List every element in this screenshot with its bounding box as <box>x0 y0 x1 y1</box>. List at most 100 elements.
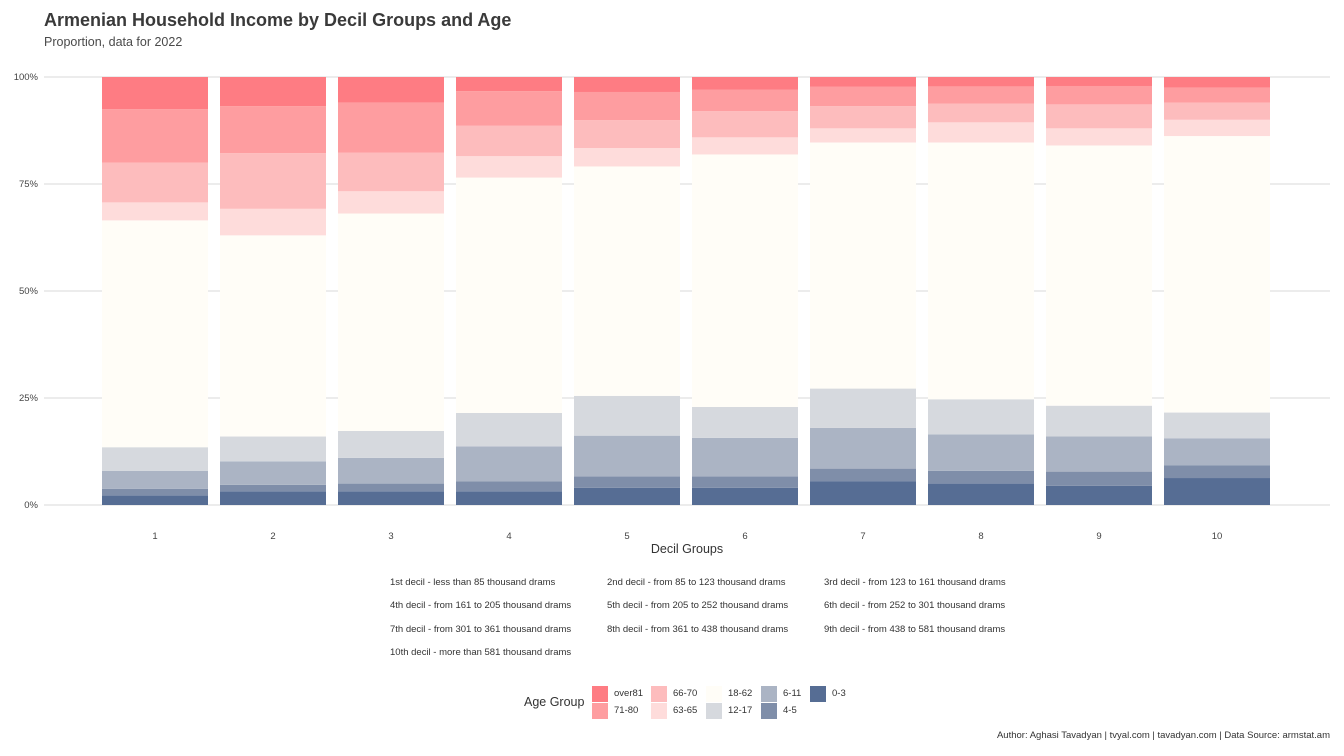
bar-segment-66-70-decil-6 <box>692 111 798 138</box>
legend-swatch <box>592 686 608 702</box>
legend-label: over81 <box>614 688 644 699</box>
bar-segment-over81-decil-5 <box>574 77 680 92</box>
bar-segment-63-65-decil-4 <box>456 156 562 178</box>
bar-segment-12-17-decil-3 <box>338 430 444 458</box>
bar-segment-66-70-decil-7 <box>810 106 916 129</box>
bar-segment-6-11-decil-9 <box>1046 436 1152 472</box>
bar-segment-63-65-decil-1 <box>102 202 208 221</box>
bar-segment-66-70-decil-5 <box>574 120 680 149</box>
bar-segment-18-62-decil-3 <box>338 213 444 431</box>
bar-segment-18-62-decil-4 <box>456 177 562 413</box>
bar-segment-0-3-decil-9 <box>1046 485 1152 505</box>
bar-segment-over81-decil-9 <box>1046 77 1152 86</box>
bar-segment-over81-decil-10 <box>1164 77 1270 88</box>
x-tick-label: 1 <box>152 531 157 542</box>
bar-segment-12-17-decil-4 <box>456 412 562 447</box>
decil-note-6: 6th decil - from 252 to 301 thousand dra… <box>824 600 1006 611</box>
legend-swatch <box>761 686 777 702</box>
bar-segment-18-62-decil-8 <box>928 142 1034 400</box>
bar-segment-71-80-decil-1 <box>102 109 208 163</box>
bar-segment-66-70-decil-10 <box>1164 102 1270 120</box>
y-tick-label: 50% <box>19 286 39 297</box>
y-tick-label: 75% <box>19 179 39 190</box>
bar-segment-66-70-decil-2 <box>220 153 326 209</box>
legend-label: 12-17 <box>728 705 753 716</box>
y-tick-label: 0% <box>24 500 38 511</box>
bar-segment-71-80-decil-2 <box>220 106 326 154</box>
legend-swatch <box>761 703 777 719</box>
stacked-bar-chart: 0% 25% 50% 75% 100% 1 2 3 4 5 6 7 8 9 10 <box>14 72 1330 542</box>
bar-segment-0-3-decil-7 <box>810 481 916 505</box>
decil-note-4: 4th decil - from 161 to 205 thousand dra… <box>390 600 572 611</box>
y-tick-label: 25% <box>19 393 39 404</box>
bar-segment-63-65-decil-10 <box>1164 119 1270 137</box>
bar-segment-18-62-decil-2 <box>220 235 326 437</box>
bar-segment-0-3-decil-2 <box>220 491 326 505</box>
decil-note-9: 9th decil - from 438 to 581 thousand dra… <box>824 624 1006 635</box>
bar-segment-63-65-decil-8 <box>928 122 1034 143</box>
bar-segment-63-65-decil-6 <box>692 137 798 155</box>
bar-segment-0-3-decil-8 <box>928 483 1034 505</box>
bar-segment-6-11-decil-6 <box>692 437 798 477</box>
bar-segment-4-5-decil-2 <box>220 484 326 492</box>
bar-segment-71-80-decil-5 <box>574 91 680 121</box>
bar-segment-6-11-decil-1 <box>102 470 208 489</box>
bar-segment-63-65-decil-7 <box>810 128 916 143</box>
decil-note-1: 1st decil - less than 85 thousand drams <box>390 577 556 588</box>
bar-segment-6-11-decil-8 <box>928 434 1034 471</box>
bar-segment-4-5-decil-4 <box>456 481 562 492</box>
bar-segment-12-17-decil-8 <box>928 399 1034 435</box>
bar-segment-4-5-decil-9 <box>1046 471 1152 486</box>
legend-swatch <box>706 703 722 719</box>
bar-segment-over81-decil-4 <box>456 77 562 92</box>
legend-swatch <box>651 703 667 719</box>
bars <box>102 77 1270 505</box>
bar-segment-over81-decil-1 <box>102 77 208 110</box>
bar-segment-12-17-decil-5 <box>574 395 680 436</box>
x-tick-label: 10 <box>1212 531 1223 542</box>
bar-segment-4-5-decil-10 <box>1164 465 1270 479</box>
bar-segment-4-5-decil-5 <box>574 476 680 488</box>
bar-segment-12-17-decil-6 <box>692 406 798 438</box>
legend-label: 71-80 <box>614 705 639 716</box>
bar-segment-0-3-decil-3 <box>338 491 444 505</box>
legend-label: 4-5 <box>783 705 797 716</box>
bar-segment-63-65-decil-5 <box>574 148 680 167</box>
bar-segment-18-62-decil-7 <box>810 142 916 389</box>
legend-label: 6-11 <box>783 688 802 699</box>
legend-label: 63-65 <box>673 705 698 716</box>
x-tick-label: 2 <box>270 531 275 542</box>
x-tick-label: 6 <box>742 531 747 542</box>
bar-segment-18-62-decil-6 <box>692 154 798 407</box>
bar-segment-66-70-decil-3 <box>338 152 444 192</box>
bar-segment-4-5-decil-1 <box>102 488 208 496</box>
bar-segment-4-5-decil-3 <box>338 483 444 492</box>
bar-segment-18-62-decil-10 <box>1164 136 1270 413</box>
legend-swatch <box>706 686 722 702</box>
bar-segment-over81-decil-7 <box>810 77 916 87</box>
bar-segment-18-62-decil-5 <box>574 166 680 396</box>
decil-note-8: 8th decil - from 361 to 438 thousand dra… <box>607 624 789 635</box>
legend-label: 18-62 <box>728 688 753 699</box>
bar-segment-over81-decil-8 <box>928 77 1034 87</box>
x-axis-label: Decil Groups <box>650 542 724 556</box>
x-tick-label: 4 <box>506 531 511 542</box>
bar-segment-63-65-decil-9 <box>1046 128 1152 146</box>
bar-segment-over81-decil-2 <box>220 77 326 107</box>
bar-segment-18-62-decil-1 <box>102 220 208 448</box>
bar-segment-6-11-decil-7 <box>810 427 916 469</box>
x-tick-label: 5 <box>624 531 629 542</box>
bar-segment-71-80-decil-10 <box>1164 87 1270 103</box>
bar-segment-71-80-decil-4 <box>456 91 562 126</box>
x-tick-label: 8 <box>978 531 983 542</box>
x-tick-label: 7 <box>860 531 865 542</box>
bar-segment-6-11-decil-4 <box>456 446 562 482</box>
bar-segment-71-80-decil-9 <box>1046 85 1152 105</box>
caption: Author: Aghasi Tavadyan | tvyal.com | ta… <box>996 730 1330 741</box>
bar-segment-66-70-decil-4 <box>456 125 562 157</box>
bar-segment-12-17-decil-9 <box>1046 405 1152 437</box>
bar-segment-66-70-decil-8 <box>928 103 1034 123</box>
y-tick-label: 100% <box>14 72 39 83</box>
bar-segment-12-17-decil-1 <box>102 447 208 471</box>
decil-note-2: 2nd decil - from 85 to 123 thousand dram… <box>607 577 786 588</box>
